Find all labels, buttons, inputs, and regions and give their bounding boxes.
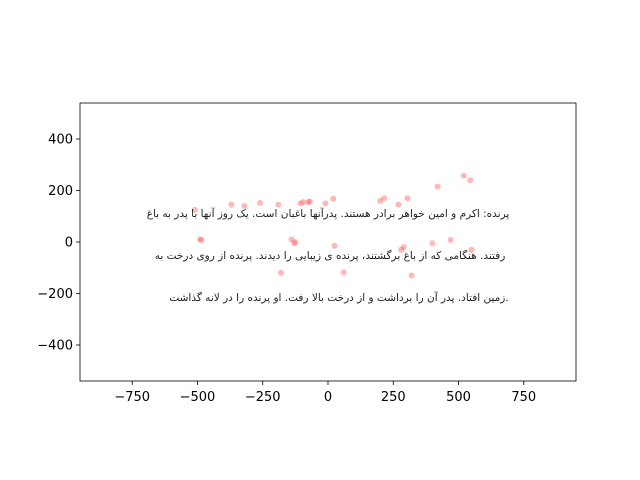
data-point	[306, 198, 313, 205]
data-point	[291, 240, 298, 247]
y-tick-label: 0	[65, 236, 73, 251]
x-tick-label: 750	[511, 390, 536, 405]
annotation-text: پرنده: اکرم و امین خواهر برادر هستند. پد…	[147, 207, 510, 304]
data-point	[292, 239, 299, 245]
data-point	[395, 201, 402, 208]
data-point	[434, 183, 441, 190]
data-point	[447, 236, 454, 243]
data-point	[191, 206, 198, 213]
annotation-line-2: رفتند. هنگامی که از باغ برگشتند، پرنده ی…	[155, 249, 506, 262]
data-point	[381, 195, 388, 202]
data-point	[257, 199, 264, 206]
data-point	[297, 200, 304, 207]
data-point	[460, 172, 467, 179]
x-tick-label: −500	[180, 390, 216, 405]
x-axis: −750 −500 −250 0 250 500 750	[114, 381, 536, 405]
x-tick-label: 500	[446, 390, 471, 405]
y-tick-label: −400	[37, 338, 73, 353]
data-point	[322, 200, 329, 207]
data-points	[191, 172, 475, 279]
data-point	[330, 195, 337, 202]
data-point	[228, 201, 235, 208]
x-tick-label: −750	[114, 390, 150, 405]
data-point	[305, 199, 312, 206]
data-point	[331, 242, 338, 249]
data-point	[404, 195, 411, 202]
data-point	[377, 197, 384, 204]
y-tick-label: 400	[48, 133, 73, 148]
data-point	[300, 199, 307, 206]
x-tick-label: −250	[245, 390, 281, 405]
data-point	[241, 202, 248, 209]
annotation-line-3: زمین افتاد. پدر آن را برداشت و از درخت ب…	[169, 291, 508, 304]
data-point	[288, 236, 295, 243]
data-point	[278, 269, 285, 276]
x-tick-label: 250	[381, 390, 406, 405]
y-tick-label: 200	[48, 184, 73, 199]
data-point	[429, 240, 436, 247]
x-tick-label: 0	[324, 390, 332, 405]
data-point	[400, 244, 407, 251]
data-point	[467, 177, 474, 184]
data-point	[340, 269, 347, 276]
data-point	[275, 201, 282, 208]
annotation-line-1: پرنده: اکرم و امین خواهر برادر هستند. پد…	[147, 207, 510, 220]
data-point	[408, 272, 415, 279]
data-point	[197, 236, 204, 243]
y-tick-label: −200	[37, 287, 73, 302]
plot-area	[80, 103, 576, 381]
data-point	[398, 246, 405, 253]
data-point	[468, 246, 475, 253]
data-point	[198, 236, 205, 243]
y-axis: −400 −200 0 200 400	[37, 133, 80, 353]
